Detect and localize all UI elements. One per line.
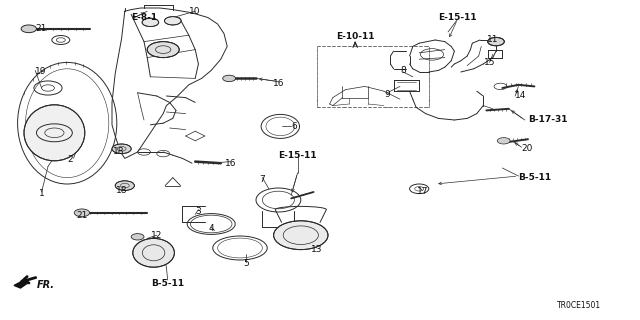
Text: 12: 12 bbox=[151, 231, 163, 240]
Text: 9: 9 bbox=[385, 90, 390, 99]
Text: 1: 1 bbox=[39, 189, 44, 198]
Circle shape bbox=[115, 181, 134, 190]
Circle shape bbox=[223, 75, 236, 82]
Text: B-5-11: B-5-11 bbox=[151, 279, 184, 288]
Text: 3: 3 bbox=[196, 207, 201, 216]
Text: E-15-11: E-15-11 bbox=[438, 13, 477, 22]
Polygon shape bbox=[14, 280, 29, 288]
Text: 6: 6 bbox=[291, 122, 297, 131]
Text: 20: 20 bbox=[522, 144, 533, 153]
Text: 8: 8 bbox=[401, 66, 406, 75]
Text: 2: 2 bbox=[67, 156, 73, 164]
Text: E-15-11: E-15-11 bbox=[278, 151, 317, 160]
Ellipse shape bbox=[133, 238, 174, 267]
Text: 13: 13 bbox=[311, 245, 323, 254]
Circle shape bbox=[74, 209, 90, 217]
Text: 19: 19 bbox=[35, 68, 47, 76]
Circle shape bbox=[147, 42, 179, 58]
Text: B-17-31: B-17-31 bbox=[528, 116, 568, 124]
Circle shape bbox=[164, 17, 181, 25]
Circle shape bbox=[497, 138, 510, 144]
Circle shape bbox=[112, 144, 131, 154]
Text: FR.: FR. bbox=[37, 280, 55, 290]
Text: B-5-11: B-5-11 bbox=[518, 173, 552, 182]
Ellipse shape bbox=[24, 105, 85, 161]
Circle shape bbox=[131, 234, 144, 240]
Text: 16: 16 bbox=[225, 159, 236, 168]
Text: 14: 14 bbox=[515, 92, 527, 100]
Text: 4: 4 bbox=[209, 224, 214, 233]
Text: 5: 5 bbox=[244, 260, 249, 268]
Text: 21: 21 bbox=[77, 212, 88, 220]
Text: 17: 17 bbox=[417, 188, 428, 196]
Text: 11: 11 bbox=[487, 36, 499, 44]
Text: TR0CE1501: TR0CE1501 bbox=[557, 301, 601, 310]
Text: 10: 10 bbox=[189, 7, 201, 16]
Text: 18: 18 bbox=[116, 186, 127, 195]
Circle shape bbox=[488, 37, 504, 46]
Text: 21: 21 bbox=[35, 24, 47, 33]
Text: 7: 7 bbox=[260, 175, 265, 184]
Text: 15: 15 bbox=[484, 58, 495, 67]
Text: E-8-1: E-8-1 bbox=[131, 13, 157, 22]
Text: E-10-11: E-10-11 bbox=[336, 32, 374, 41]
Text: 16: 16 bbox=[273, 79, 284, 88]
Ellipse shape bbox=[274, 221, 328, 250]
Circle shape bbox=[142, 18, 159, 27]
Circle shape bbox=[21, 25, 36, 33]
Text: 18: 18 bbox=[113, 148, 124, 156]
